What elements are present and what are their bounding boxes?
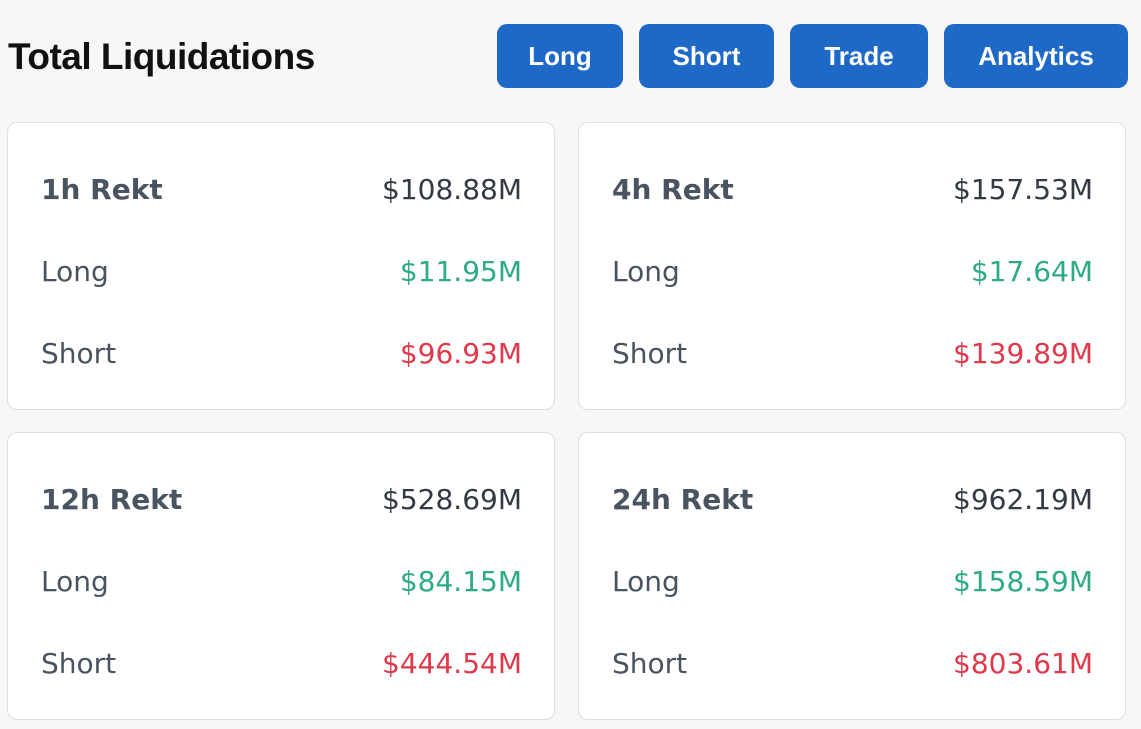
total-value: $528.69M bbox=[382, 483, 522, 516]
page-title: Total Liquidations bbox=[8, 36, 315, 77]
long-value: $17.64M bbox=[970, 255, 1093, 288]
short-label: Short bbox=[612, 647, 688, 680]
long-label: Long bbox=[41, 565, 109, 598]
short-row: Short $444.54M bbox=[41, 644, 522, 684]
card-title: 4h Rekt bbox=[612, 173, 734, 206]
long-row: Long $84.15M bbox=[41, 562, 522, 602]
long-value: $158.59M bbox=[953, 565, 1093, 598]
card-title: 1h Rekt bbox=[41, 173, 163, 206]
short-row: Short $803.61M bbox=[612, 644, 1093, 684]
long-label: Long bbox=[612, 255, 680, 288]
total-row: 12h Rekt $528.69M bbox=[41, 480, 522, 520]
short-label: Short bbox=[41, 337, 117, 370]
long-value: $84.15M bbox=[399, 565, 522, 598]
rekt-card-1h: 1h Rekt $108.88M Long $11.95M Short $96.… bbox=[7, 122, 555, 410]
short-label: Short bbox=[612, 337, 688, 370]
long-row: Long $11.95M bbox=[41, 252, 522, 292]
card-title: 24h Rekt bbox=[612, 483, 754, 516]
long-button[interactable]: Long bbox=[497, 24, 623, 88]
trade-button[interactable]: Trade bbox=[790, 24, 928, 88]
total-value: $157.53M bbox=[953, 173, 1093, 206]
analytics-button[interactable]: Analytics bbox=[944, 24, 1128, 88]
short-row: Short $96.93M bbox=[41, 334, 522, 374]
card-title: 12h Rekt bbox=[41, 483, 183, 516]
total-value: $108.88M bbox=[382, 173, 522, 206]
rekt-card-24h: 24h Rekt $962.19M Long $158.59M Short $8… bbox=[578, 432, 1126, 720]
short-value: $803.61M bbox=[953, 647, 1093, 680]
total-value: $962.19M bbox=[953, 483, 1093, 516]
header: Total Liquidations Long Short Trade Anal… bbox=[0, 0, 1141, 112]
short-row: Short $139.89M bbox=[612, 334, 1093, 374]
total-row: 1h Rekt $108.88M bbox=[41, 170, 522, 210]
total-row: 24h Rekt $962.19M bbox=[612, 480, 1093, 520]
short-value: $96.93M bbox=[399, 337, 522, 370]
rekt-card-12h: 12h Rekt $528.69M Long $84.15M Short $44… bbox=[7, 432, 555, 720]
long-label: Long bbox=[612, 565, 680, 598]
long-label: Long bbox=[41, 255, 109, 288]
total-row: 4h Rekt $157.53M bbox=[612, 170, 1093, 210]
long-row: Long $17.64M bbox=[612, 252, 1093, 292]
rekt-card-4h: 4h Rekt $157.53M Long $17.64M Short $139… bbox=[578, 122, 1126, 410]
short-value: $444.54M bbox=[382, 647, 522, 680]
long-row: Long $158.59M bbox=[612, 562, 1093, 602]
short-button[interactable]: Short bbox=[639, 24, 774, 88]
long-value: $11.95M bbox=[399, 255, 522, 288]
short-label: Short bbox=[41, 647, 117, 680]
short-value: $139.89M bbox=[953, 337, 1093, 370]
